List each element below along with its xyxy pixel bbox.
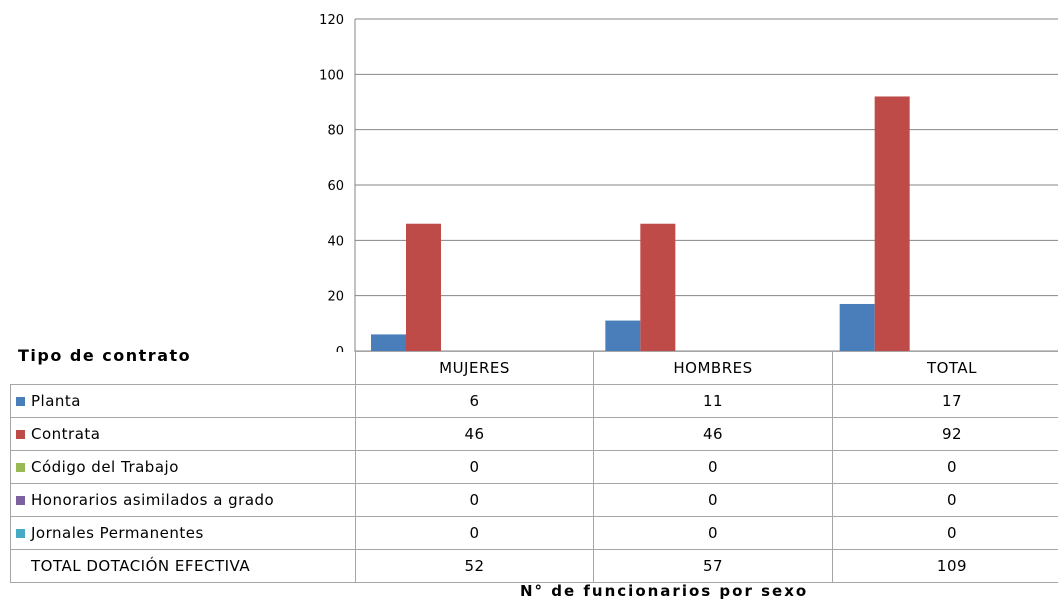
table-value-cell: 0	[593, 450, 833, 484]
table-value-cell: 0	[832, 516, 1058, 550]
bar-chart: 0 20 40 60 80 100 120	[319, 13, 1058, 352]
table-total-cell: 52	[355, 549, 594, 583]
bar-planta	[839, 303, 875, 351]
table-corner-cell	[10, 351, 356, 385]
table-value-cell: 46	[355, 417, 594, 451]
table-value-cell: 0	[355, 516, 594, 550]
series-label-cell: Código del Trabajo	[10, 450, 356, 484]
series-label: Jornales Permanentes	[31, 524, 204, 542]
table-header-row: MUJERES HOMBRES TOTAL	[10, 351, 1058, 385]
table-value-cell: 0	[832, 483, 1058, 517]
table-row: Honorarios asimilados a grado 0 0 0	[10, 483, 1058, 517]
series-label-cell: Planta	[10, 384, 356, 418]
bar-contrata	[640, 223, 676, 351]
bar-planta	[605, 320, 641, 351]
total-label-cell: TOTAL DOTACIÓN EFECTIVA	[10, 549, 356, 583]
category-header: TOTAL	[832, 351, 1058, 385]
y-tick-label: 20	[327, 290, 344, 305]
table-value-cell: 6	[355, 384, 594, 418]
bar-planta	[371, 334, 406, 351]
y-tick-label: 100	[319, 68, 344, 83]
series-label-cell: Contrata	[10, 417, 356, 451]
series-label-cell: Honorarios asimilados a grado	[10, 483, 356, 517]
bar-contrata	[406, 223, 441, 351]
table-value-cell: 0	[355, 450, 594, 484]
table-value-cell: 17	[832, 384, 1058, 418]
series-label-cell: Jornales Permanentes	[10, 516, 356, 550]
table-total-row: TOTAL DOTACIÓN EFECTIVA 52 57 109	[10, 549, 1058, 583]
legend-swatch-blank	[16, 562, 25, 571]
y-tick-label: 60	[327, 179, 344, 194]
legend-swatch	[16, 430, 25, 439]
series-label: Contrata	[31, 425, 101, 443]
bar-contrata	[874, 96, 910, 351]
table-total-cell: 109	[832, 549, 1058, 583]
table-row: Planta 6 11 17	[10, 384, 1058, 418]
legend-swatch	[16, 529, 25, 538]
table-value-cell: 0	[593, 516, 833, 550]
legend-swatch	[16, 463, 25, 472]
table-total-cell: 57	[593, 549, 833, 583]
legend-swatch	[16, 397, 25, 406]
table-row: Jornales Permanentes 0 0 0	[10, 516, 1058, 550]
category-header: HOMBRES	[593, 351, 833, 385]
total-label: TOTAL DOTACIÓN EFECTIVA	[31, 557, 251, 575]
table-row: Código del Trabajo 0 0 0	[10, 450, 1058, 484]
table-value-cell: 0	[832, 450, 1058, 484]
category-header: MUJERES	[355, 351, 594, 385]
series-label: Planta	[31, 392, 81, 410]
table-value-cell: 11	[593, 384, 833, 418]
legend-swatch	[16, 496, 25, 505]
y-tick-label: 80	[327, 124, 344, 139]
table-value-cell: 46	[593, 417, 833, 451]
y-tick-label: 0	[336, 345, 344, 352]
x-axis-title: N° de funcionarios por sexo	[520, 582, 809, 600]
table-value-cell: 0	[355, 483, 594, 517]
y-tick-label: 120	[319, 13, 344, 28]
table-row: Contrata 46 46 92	[10, 417, 1058, 451]
series-label: Código del Trabajo	[31, 458, 179, 476]
table-value-cell: 0	[593, 483, 833, 517]
y-tick-label: 40	[327, 234, 344, 249]
table-value-cell: 92	[832, 417, 1058, 451]
data-table: MUJERES HOMBRES TOTAL Planta 6 11 17 Contrata 46…	[10, 351, 1058, 583]
series-label: Honorarios asimilados a grado	[31, 491, 275, 509]
